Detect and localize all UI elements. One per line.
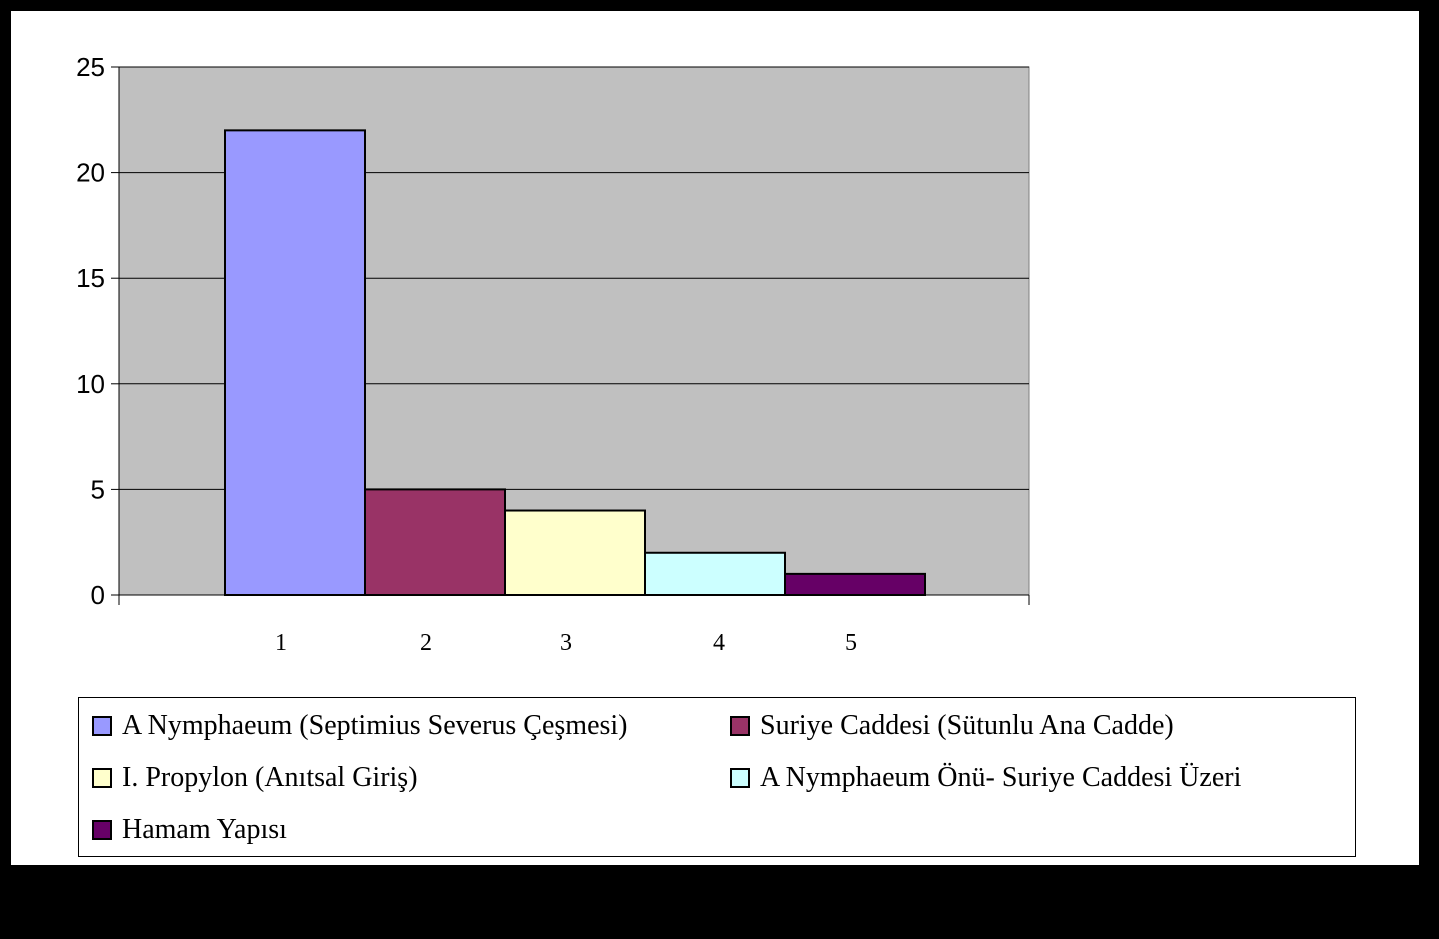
legend-swatch-2 <box>730 716 750 736</box>
legend-label-2: Suriye Caddesi (Sütunlu Ana Cadde) <box>760 710 1174 741</box>
x-tick-label: 2 <box>420 630 432 656</box>
chart-legend: A Nymphaeum (Septimius Severus Çeşmesi) … <box>78 697 1356 857</box>
x-tick-label: 1 <box>275 630 287 656</box>
legend-swatch-5 <box>92 820 112 840</box>
x-tick-label: 3 <box>560 630 572 656</box>
bar-1 <box>224 129 366 597</box>
legend-swatch-3 <box>92 768 112 788</box>
y-tick-label: 25 <box>76 52 105 82</box>
y-tick-label: 10 <box>76 369 105 399</box>
bar-chart: 0 5 10 15 20 25 1 2 3 4 5 <box>76 52 1030 656</box>
legend-label-1: A Nymphaeum (Septimius Severus Çeşmesi) <box>122 710 628 741</box>
y-tick-label: 5 <box>91 474 105 504</box>
legend-label-4: A Nymphaeum Önü- Suriye Caddesi Üzeri <box>760 762 1242 793</box>
legend-item-2: Suriye Caddesi (Sütunlu Ana Cadde) <box>730 710 1174 742</box>
legend-label-3: I. Propylon (Anıtsal Giriş) <box>122 762 418 793</box>
y-tick-label: 0 <box>91 580 105 610</box>
legend-item-5: Hamam Yapısı <box>92 814 287 846</box>
bar-2 <box>364 488 506 596</box>
legend-swatch-4 <box>730 768 750 788</box>
legend-item-1: A Nymphaeum (Septimius Severus Çeşmesi) <box>92 710 628 742</box>
bar-5 <box>784 572 926 597</box>
legend-item-4: A Nymphaeum Önü- Suriye Caddesi Üzeri <box>730 762 1241 794</box>
bar-4 <box>644 551 786 597</box>
chart-frame: 0 5 10 15 20 25 1 2 3 4 5 A Nymphaeum (Septimius S… <box>11 11 1419 865</box>
legend-swatch-1 <box>92 716 112 736</box>
legend-item-3: I. Propylon (Anıtsal Giriş) <box>92 762 418 794</box>
x-tick-label: 5 <box>845 630 857 656</box>
legend-label-5: Hamam Yapısı <box>122 814 287 845</box>
bar-3 <box>504 509 646 596</box>
y-tick-label: 15 <box>76 263 105 293</box>
x-tick-label: 4 <box>713 630 725 656</box>
y-tick-label: 20 <box>76 158 105 188</box>
